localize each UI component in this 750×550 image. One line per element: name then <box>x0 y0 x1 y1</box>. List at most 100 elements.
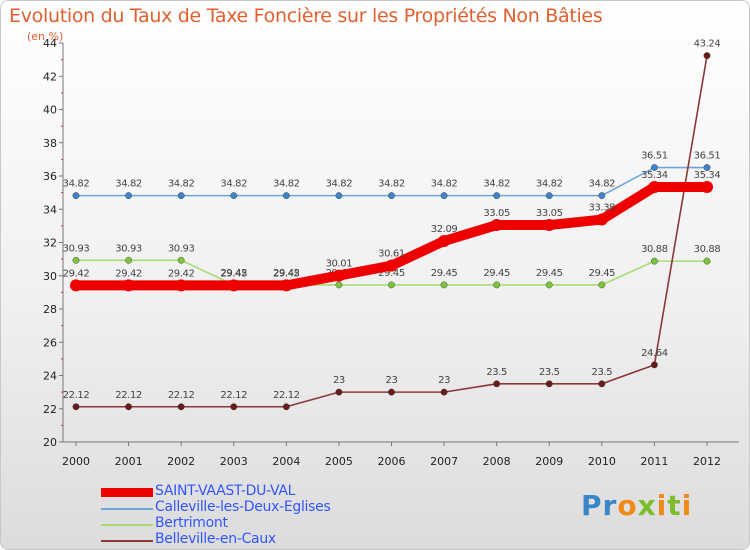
data-label-saint-vaast-du-val: 29.42 <box>115 268 142 279</box>
data-point-belleville-en-caux <box>230 403 238 411</box>
data-label-belleville-en-caux: 24.64 <box>641 348 668 359</box>
y-tick-label: 32 <box>43 237 57 250</box>
data-label-calleville-les-deux-eglises: 36.51 <box>641 151 668 162</box>
data-label-saint-vaast-du-val: 33.38 <box>589 203 616 214</box>
data-label-calleville-les-deux-eglises: 34.82 <box>273 179 300 190</box>
data-point-belleville-en-caux <box>72 403 80 411</box>
data-label-calleville-les-deux-eglises: 34.82 <box>536 179 563 190</box>
data-point-calleville-les-deux-eglises <box>493 192 501 200</box>
series-line-belleville-en-caux <box>75 54 708 408</box>
data-label-belleville-en-caux: 23.5 <box>539 367 560 378</box>
y-tick-label: 34 <box>43 203 57 216</box>
y-tick-label: 22 <box>43 403 57 416</box>
data-label-bertrimont: 29.45 <box>431 268 458 279</box>
data-label-saint-vaast-du-val: 32.09 <box>431 224 458 235</box>
data-label-bertrimont: 29.42 <box>220 268 247 279</box>
data-label-belleville-en-caux: 22.12 <box>273 390 300 401</box>
y-tick-label: 36 <box>43 170 57 183</box>
x-tick-label: 2001 <box>115 455 143 468</box>
y-tick-label: 30 <box>43 270 57 283</box>
data-label-saint-vaast-du-val: 35.34 <box>694 170 721 181</box>
data-point-calleville-les-deux-eglises <box>72 192 80 200</box>
legend-label: Calleville-les-Deux-Eglises <box>155 499 331 515</box>
data-label-calleville-les-deux-eglises: 34.82 <box>63 179 90 190</box>
x-tick-label: 2003 <box>220 455 248 468</box>
data-point-belleville-en-caux <box>177 403 185 411</box>
data-label-saint-vaast-du-val: 33.05 <box>483 208 510 219</box>
data-point-belleville-en-caux <box>282 403 290 411</box>
data-label-bertrimont: 30.93 <box>63 243 90 254</box>
x-tick-label: 2002 <box>167 455 195 468</box>
data-point-bertrimont <box>493 281 501 289</box>
data-label-belleville-en-caux: 22.12 <box>63 390 90 401</box>
data-label-saint-vaast-du-val: 30.61 <box>378 249 405 260</box>
data-point-bertrimont <box>440 281 448 289</box>
data-label-bertrimont: 30.93 <box>115 243 142 254</box>
data-point-belleville-en-caux <box>493 380 501 388</box>
y-tick-label: 20 <box>43 436 57 449</box>
data-point-calleville-les-deux-eglises <box>598 192 606 200</box>
chart-title: Evolution du Taux de Taxe Foncière sur l… <box>9 5 603 27</box>
data-point-bertrimont <box>651 257 658 265</box>
data-point-bertrimont <box>125 256 132 264</box>
data-label-bertrimont: 29.45 <box>483 268 510 279</box>
data-point-belleville-en-caux <box>545 380 553 388</box>
data-label-belleville-en-caux: 23 <box>333 375 345 386</box>
data-label-bertrimont: 30.88 <box>641 244 668 255</box>
data-label-belleville-en-caux: 22.12 <box>168 390 195 401</box>
data-label-calleville-les-deux-eglises: 36.51 <box>694 151 721 162</box>
data-point-saint-vaast-du-val <box>490 219 503 232</box>
data-point-calleville-les-deux-eglises <box>335 192 343 200</box>
data-point-calleville-les-deux-eglises <box>388 192 395 200</box>
data-point-calleville-les-deux-eglises <box>545 192 553 200</box>
data-point-saint-vaast-du-val <box>332 269 345 282</box>
data-point-saint-vaast-du-val <box>227 279 240 292</box>
data-point-belleville-en-caux <box>125 403 132 411</box>
data-point-belleville-en-caux <box>598 380 606 388</box>
data-label-saint-vaast-du-val: 33.05 <box>536 208 563 219</box>
data-point-bertrimont <box>598 281 606 289</box>
legend-label: Bertrimont <box>155 515 228 531</box>
data-point-saint-vaast-du-val <box>385 259 398 272</box>
y-tick-label: 44 <box>43 37 57 50</box>
legend-swatch <box>101 540 153 542</box>
legend-label: SAINT-VAAST-DU-VAL <box>155 483 296 499</box>
data-label-saint-vaast-du-val: 30.01 <box>326 259 353 270</box>
data-label-saint-vaast-du-val: 35.34 <box>641 170 668 181</box>
data-point-bertrimont <box>545 281 553 289</box>
data-point-calleville-les-deux-eglises <box>125 192 132 200</box>
proxiti-logo: Proxiti <box>581 489 693 522</box>
data-label-calleville-les-deux-eglises: 34.82 <box>168 179 195 190</box>
x-tick-label: 2007 <box>430 455 458 468</box>
data-point-calleville-les-deux-eglises <box>703 164 711 171</box>
data-label-belleville-en-caux: 22.12 <box>115 390 142 401</box>
data-point-belleville-en-caux <box>440 388 448 396</box>
y-tick-label: 40 <box>43 104 57 117</box>
data-label-belleville-en-caux: 23.5 <box>591 367 612 378</box>
data-point-bertrimont <box>388 281 395 289</box>
x-tick-label: 2000 <box>62 455 90 468</box>
y-tick-label: 24 <box>43 370 57 383</box>
x-tick-label: 2009 <box>535 455 563 468</box>
y-tick-label: 26 <box>43 336 57 349</box>
x-tick-label: 2012 <box>693 455 721 468</box>
data-point-saint-vaast-du-val <box>280 279 293 292</box>
data-point-bertrimont <box>335 281 343 289</box>
y-tick-label: 38 <box>43 137 57 150</box>
data-point-saint-vaast-du-val <box>543 219 556 232</box>
data-point-belleville-en-caux <box>703 52 711 60</box>
data-label-calleville-les-deux-eglises: 34.82 <box>220 179 247 190</box>
data-label-bertrimont: 29.45 <box>536 268 563 279</box>
legend-swatch <box>101 488 153 497</box>
data-point-saint-vaast-du-val <box>595 213 608 226</box>
data-point-saint-vaast-du-val <box>648 180 661 193</box>
x-tick-label: 2011 <box>640 455 668 468</box>
data-label-saint-vaast-du-val: 29.42 <box>168 268 195 279</box>
data-point-belleville-en-caux <box>335 388 343 396</box>
data-point-saint-vaast-du-val <box>701 180 713 193</box>
x-tick-label: 2008 <box>483 455 511 468</box>
data-label-bertrimont: 29.45 <box>589 268 616 279</box>
data-point-saint-vaast-du-val <box>122 279 135 292</box>
